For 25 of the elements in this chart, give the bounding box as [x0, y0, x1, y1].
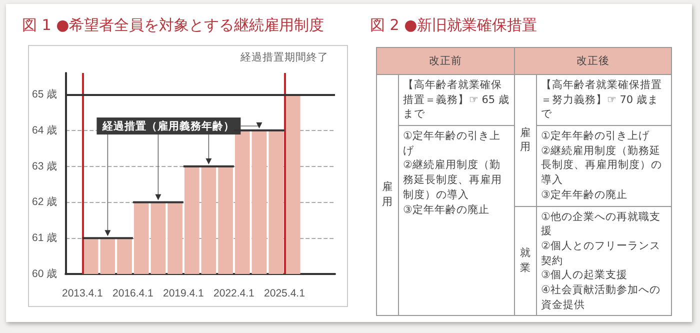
x-tick-label: 2013.4.1 [62, 288, 104, 300]
x-tick-label: 2019.4.1 [162, 288, 204, 300]
ref-line-label: 経過措置期間終了 [239, 52, 328, 64]
x-tick-label: 2016.4.1 [112, 288, 154, 300]
chart-title: 図 1 ●希望者全員を対象とする継続雇用制度 [22, 16, 324, 35]
text: 改正後 [514, 48, 672, 74]
text: 【高年齢者就業確保措置＝義務】☞ 65 歳まで [398, 74, 514, 126]
text: ①他の企業への再就職支援 ②個人とのフリーランス契約 ③個人の起業支援 ④社会貢献活動参加への資金提供 [536, 206, 672, 316]
y-tick-label: 65 歳 [32, 88, 58, 101]
text: 雇用 [514, 74, 536, 206]
y-tick-label: 60 歳 [32, 267, 58, 280]
text: ①定年年齢の引き上げ ②継続雇用制度（勤務延長制度、再雇用制度）の導入 ③定年年齢の廃止 [536, 126, 672, 206]
y-tick-label: 61 歳 [32, 231, 58, 244]
y-tick-label: 62 歳 [32, 195, 58, 208]
text: ①定年年齢の引き上げ ②継続雇用制度（勤務延長制度、再雇用制度）の導入 ③定年年齢の廃止 [398, 126, 514, 316]
annotation: 経過措置（雇用義務年齢） [102, 120, 235, 133]
x-tick-label: 2022.4.1 [214, 288, 255, 300]
text: 図 2 ●新旧就業確保措置 [370, 16, 538, 35]
text: 【高年齢者就業確保措置＝努力義務】☞ 70 歳まで [536, 74, 672, 126]
text: 雇用 [376, 74, 398, 316]
text: 改正前 [376, 48, 514, 74]
x-tick-label: 2025.4.1 [264, 288, 306, 300]
y-tick-label: 64 歳 [32, 123, 58, 136]
text: 就業 [514, 206, 536, 316]
y-tick-label: 63 歳 [32, 159, 58, 172]
